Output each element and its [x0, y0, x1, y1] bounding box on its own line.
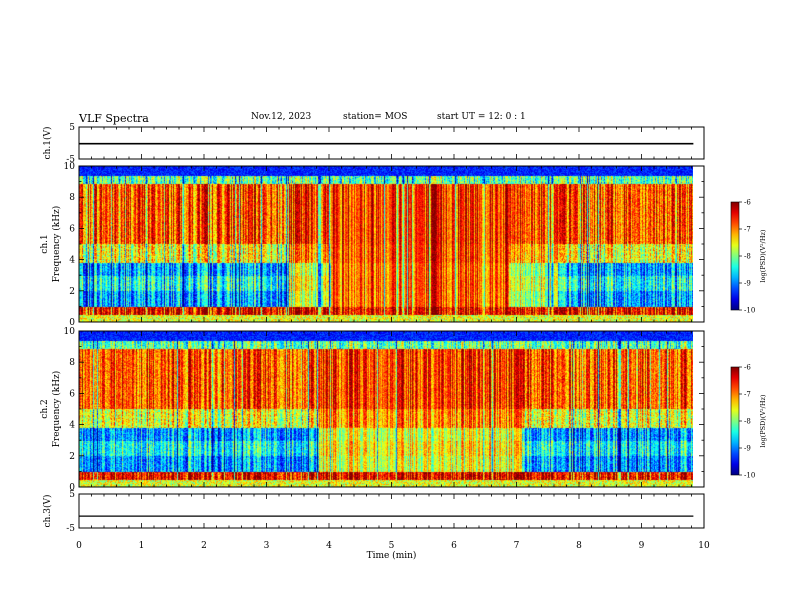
ch2-spectrum-ytick: 6: [69, 389, 75, 399]
ch1-spectrum-colorbar-tick: -10: [744, 307, 755, 315]
chart-station: station= MOS: [343, 112, 408, 122]
x-tick-label: 1: [139, 541, 145, 551]
x-tick-label: 8: [576, 541, 582, 551]
chart-start-time: start UT = 12: 0 : 1: [437, 112, 526, 122]
ch1-spectrum-colorbar-label: log(PSD)(V²/Hz): [759, 229, 767, 282]
x-tick-label: 3: [264, 541, 270, 551]
ch1-spectrum-ylabel: ch.1: [40, 234, 50, 253]
x-tick-label: 7: [514, 541, 520, 551]
chart-date: Nov.12, 2023: [251, 112, 312, 122]
ch1-waveform-ytick: -5: [66, 155, 75, 165]
ch2-spectrum-colorbar-tick: -8: [744, 418, 751, 426]
x-tick-label: 6: [451, 541, 457, 551]
ch2-spectrum-colorbar-label: log(PSD)(V²/Hz): [759, 394, 767, 447]
ch1-spectrum-ytick: 2: [69, 287, 75, 297]
x-tick-label: 9: [639, 541, 645, 551]
x-axis-label: Time (min): [367, 550, 417, 561]
ch2-spectrum-ytick: 8: [69, 358, 75, 368]
ch2-spectrum-colorbar-tick: -9: [744, 445, 751, 453]
ch2-spectrum-colorbar: [730, 366, 740, 476]
x-tick-label: 2: [201, 541, 207, 551]
ch1-spectrum-ytick: 0: [69, 318, 75, 328]
ch1-waveform-ylabel: ch.1(V): [42, 127, 53, 160]
ch1-spectrum-colorbar-tick: -9: [744, 280, 751, 288]
ch1-spectrum-ylabel: Frequency (kHz): [51, 206, 62, 283]
ch2-spectrum-ytick: 4: [69, 421, 75, 431]
ch3-waveform-frame: [78, 493, 705, 529]
x-tick-label: 5: [389, 541, 395, 551]
ch1-spectrum-ytick: 6: [69, 224, 75, 234]
x-tick-label: 0: [76, 541, 82, 551]
ch2-spectrum-colorbar-tick: -6: [744, 364, 751, 372]
ch2-spectrum-ytick: 10: [64, 327, 76, 337]
ch1-spectrum-ytick: 8: [69, 193, 75, 203]
ch3-waveform-ylabel: ch.3(V): [42, 495, 53, 528]
ch1-spectrum-colorbar-tick: -7: [744, 226, 751, 234]
ch1-spectrum-colorbar-tick: -8: [744, 253, 751, 261]
ch1-spectrum-image: [79, 166, 693, 322]
ch2-spectrum-ytick: 2: [69, 452, 75, 462]
ch1-spectrum-colorbar: [730, 201, 740, 311]
x-tick-label: 4: [326, 541, 332, 551]
ch2-spectrum-ylabel: Frequency (kHz): [51, 371, 62, 448]
x-tick-label: 10: [698, 541, 710, 551]
ch1-spectrum-ytick: 4: [69, 256, 75, 266]
ch3-waveform-ytick: -5: [66, 524, 75, 534]
ch1-spectrum-colorbar-tick: -6: [744, 199, 751, 207]
ch2-spectrum-colorbar-tick: -7: [744, 391, 751, 399]
ch2-spectrum-colorbar-tick: -10: [744, 472, 755, 480]
ch2-spectrum-ylabel: ch.2: [40, 399, 50, 418]
ch1-waveform-ytick: 5: [69, 123, 75, 133]
ch2-spectrum-ytick: 0: [69, 483, 75, 493]
ch2-spectrum-image: [79, 331, 693, 487]
ch1-spectrum-ytick: 10: [64, 162, 76, 172]
ch3-waveform-ytick: 5: [69, 490, 75, 500]
chart-title: VLF Spectra: [79, 112, 149, 125]
